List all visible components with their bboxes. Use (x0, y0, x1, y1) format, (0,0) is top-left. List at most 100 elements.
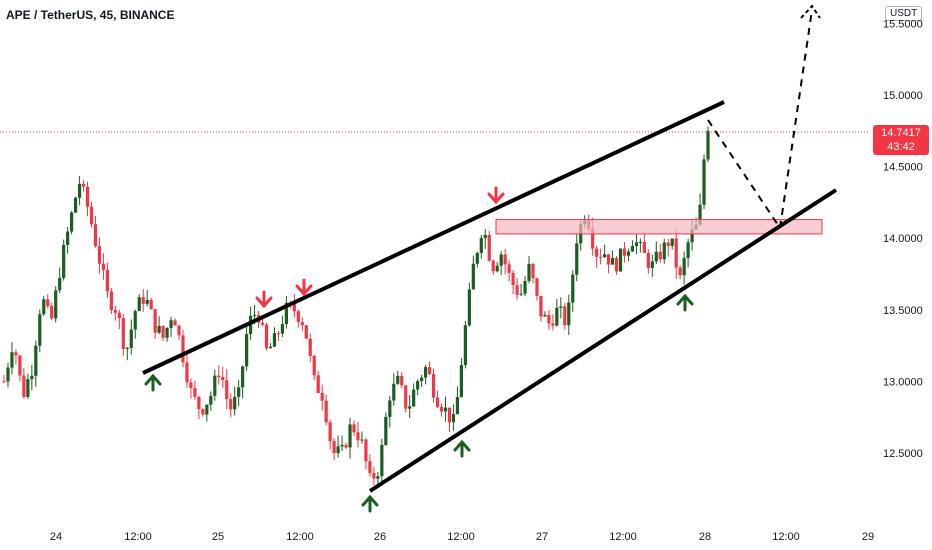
up-arrow-icon (144, 373, 162, 392)
candle-body (260, 322, 265, 325)
y-tick-label: 13.5000 (883, 305, 923, 317)
down-arrow-icon (295, 278, 313, 297)
candle-body (575, 243, 579, 275)
down-arrow-icon (255, 290, 273, 309)
candle-body (356, 432, 360, 441)
candle-body (495, 265, 499, 272)
candle-body (674, 238, 678, 268)
candle-body (85, 186, 90, 207)
candle-body (467, 289, 471, 326)
candle-body (666, 242, 670, 246)
candles-layer (2, 126, 710, 489)
candle-body (475, 253, 479, 264)
x-tick-label: 26 (374, 531, 386, 543)
candle-body (503, 254, 507, 265)
candle-body (26, 379, 30, 397)
candle-body (539, 295, 543, 317)
candle-body (308, 338, 312, 356)
candle-body (73, 197, 78, 213)
candle-body (336, 446, 340, 454)
candle-body (638, 241, 642, 243)
candle-body (658, 251, 662, 260)
candle-body (312, 355, 316, 376)
x-tick-label: 28 (699, 531, 711, 543)
candle-body (300, 322, 304, 326)
candle-body (642, 241, 646, 253)
y-tick-label: 14.0000 (883, 233, 923, 245)
candle-body (547, 314, 551, 324)
candle-body (606, 254, 611, 265)
candle-body (125, 347, 129, 349)
candle-body (435, 397, 440, 407)
candle-body (173, 320, 177, 326)
candle-body (420, 377, 424, 382)
candle-body (662, 242, 666, 260)
candle-body (523, 280, 527, 294)
candle-body (479, 238, 483, 254)
candle-body (177, 325, 181, 336)
candle-body (149, 300, 153, 310)
candle-body (296, 311, 300, 323)
countdown-label: 43:42 (887, 141, 915, 153)
candle-body (602, 254, 607, 257)
candle-body (241, 366, 245, 388)
up-arrow-icon (453, 439, 471, 458)
candle-body (599, 256, 603, 258)
candle-body (225, 380, 229, 400)
x-tick-label: 12:00 (286, 531, 314, 543)
candle-body (133, 311, 137, 330)
candle-body (34, 345, 38, 376)
x-tick-label: 12:00 (447, 531, 475, 543)
x-tick-label: 25 (212, 531, 224, 543)
candle-body (614, 258, 619, 272)
upper-channel-line (142, 100, 725, 375)
candle-body (332, 441, 336, 454)
candle-body (404, 385, 408, 409)
candle-body (145, 300, 149, 304)
candle-body (50, 306, 54, 319)
candle-body (93, 224, 98, 247)
candle-body (237, 387, 241, 397)
candle-body (54, 290, 58, 319)
candle-body (6, 367, 10, 382)
current-price-label: 14.7417 (881, 127, 921, 139)
candle-body (161, 325, 165, 338)
candle-body (30, 375, 34, 380)
candle-body (268, 346, 273, 349)
candle-body (217, 375, 221, 378)
candle-body (591, 228, 595, 249)
candle-body (121, 318, 125, 349)
candle-body (18, 355, 22, 376)
candle-body (272, 333, 277, 347)
candle-body (678, 267, 682, 276)
candle-body (654, 251, 658, 262)
candle-body (221, 377, 225, 381)
candle-body (451, 414, 456, 423)
candle-body (81, 183, 86, 187)
candle-body (527, 263, 531, 281)
candle-body (392, 383, 396, 401)
candle-body (185, 362, 189, 383)
candle-body (14, 352, 18, 356)
candle-body (97, 246, 102, 264)
candle-body (455, 396, 460, 415)
x-tick-label: 24 (50, 531, 62, 543)
candle-body (153, 309, 157, 333)
up-arrow-icon (676, 293, 694, 312)
candle-body (109, 291, 113, 310)
candle-body (376, 476, 380, 479)
candle-body (416, 381, 420, 390)
candle-body (567, 302, 571, 326)
currency-button[interactable]: USDT (885, 6, 923, 21)
y-tick-label: 15.0000 (883, 90, 923, 102)
candle-body (519, 293, 523, 295)
candle-body (702, 159, 706, 205)
candle-body (396, 375, 400, 384)
candle-body (352, 424, 356, 433)
current-price-tag: 14.7417 43:42 (873, 125, 929, 155)
price-axis: 12.5000 13.0000 13.5000 14.0000 14.5000 15.00… (883, 18, 923, 460)
candle-body (535, 278, 539, 296)
candle-body (284, 302, 288, 325)
candle-body (292, 304, 296, 312)
